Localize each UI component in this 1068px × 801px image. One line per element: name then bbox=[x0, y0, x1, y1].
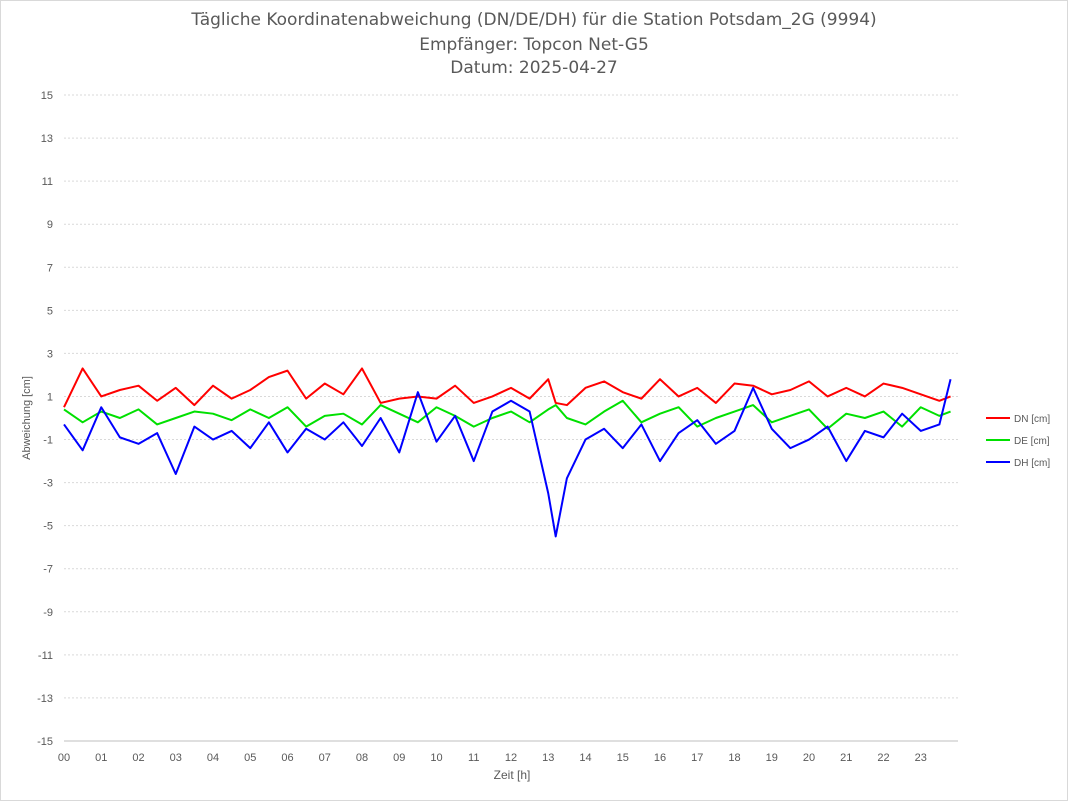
x-axis-label: Zeit [h] bbox=[494, 768, 531, 782]
x-tick-label: 03 bbox=[170, 752, 182, 764]
x-tick-label: 10 bbox=[430, 752, 442, 764]
x-tick-label: 11 bbox=[468, 752, 479, 764]
chart-subtitle-receiver: Empfänger: Topcon Net-G5 bbox=[419, 35, 649, 55]
series-layer bbox=[63, 367, 952, 538]
x-tick-label: 13 bbox=[542, 752, 554, 764]
chart-subtitle-date: Datum: 2025-04-27 bbox=[450, 58, 618, 78]
x-tick-label: 21 bbox=[840, 752, 852, 764]
legend-label: DE [cm] bbox=[1014, 436, 1050, 447]
x-tick-label: 06 bbox=[281, 752, 293, 764]
y-tick-label: 13 bbox=[41, 133, 53, 145]
y-tick-label: -7 bbox=[43, 564, 53, 576]
x-tick-label: 18 bbox=[728, 752, 740, 764]
x-tick-label: 01 bbox=[95, 752, 107, 764]
x-tick-label: 23 bbox=[915, 752, 927, 764]
grid-lines bbox=[64, 94, 958, 742]
x-tick-label: 02 bbox=[132, 752, 144, 764]
y-tick-label: -3 bbox=[43, 478, 53, 490]
x-tick-label: 16 bbox=[654, 752, 666, 764]
legend-label: DH [cm] bbox=[1014, 458, 1050, 469]
y-tick-label: -11 bbox=[38, 650, 53, 662]
x-tick-label: 04 bbox=[207, 752, 219, 764]
x-tick-label: 00 bbox=[58, 752, 70, 764]
x-tick-label: 05 bbox=[244, 752, 256, 764]
y-tick-label: 5 bbox=[47, 305, 53, 317]
y-tick-label: -1 bbox=[43, 435, 53, 447]
legend-label: DN [cm] bbox=[1014, 414, 1050, 425]
x-tick-label: 19 bbox=[766, 752, 778, 764]
y-tick-label: 15 bbox=[41, 90, 53, 102]
x-tick-label: 20 bbox=[803, 752, 815, 764]
y-tick-label: 11 bbox=[42, 176, 53, 188]
y-tick-label: -9 bbox=[43, 607, 53, 619]
y-tick-label: -13 bbox=[37, 693, 53, 705]
y-tick-label: -15 bbox=[37, 736, 53, 748]
x-tick-label: 07 bbox=[319, 752, 331, 764]
y-tick-label: 1 bbox=[47, 391, 53, 403]
x-tick-label: 17 bbox=[691, 752, 703, 764]
series-line-1 bbox=[63, 399, 951, 430]
y-axis-label: Abweichung [cm] bbox=[21, 376, 33, 460]
legend: DN [cm] DE [cm] DH [cm] bbox=[986, 414, 1050, 469]
x-tick-label: 12 bbox=[505, 752, 517, 764]
x-tick-label: 22 bbox=[877, 752, 889, 764]
y-tick-label: 3 bbox=[47, 348, 53, 360]
x-tick-labels: 00 01 02 03 04 05 06 07 08 09 10 11 12 13 14 15 16 17 18 19… bbox=[58, 752, 927, 764]
x-tick-label: 15 bbox=[617, 752, 629, 764]
y-tick-label: -5 bbox=[43, 521, 53, 533]
x-tick-label: 09 bbox=[393, 752, 405, 764]
series-line-2 bbox=[63, 379, 952, 538]
y-tick-label: 9 bbox=[47, 219, 53, 231]
y-tick-labels: 15 13 11 9 7 5 3 1 -1 -3 -5 -7 -9 -11 -13 -15 bbox=[37, 90, 53, 748]
series-line-0 bbox=[63, 367, 951, 408]
y-tick-label: 7 bbox=[47, 262, 53, 274]
x-tick-label: 14 bbox=[579, 752, 591, 764]
chart-title: Tägliche Koordinatenabweichung (DN/DE/DH… bbox=[191, 10, 877, 30]
x-tick-label: 08 bbox=[356, 752, 368, 764]
